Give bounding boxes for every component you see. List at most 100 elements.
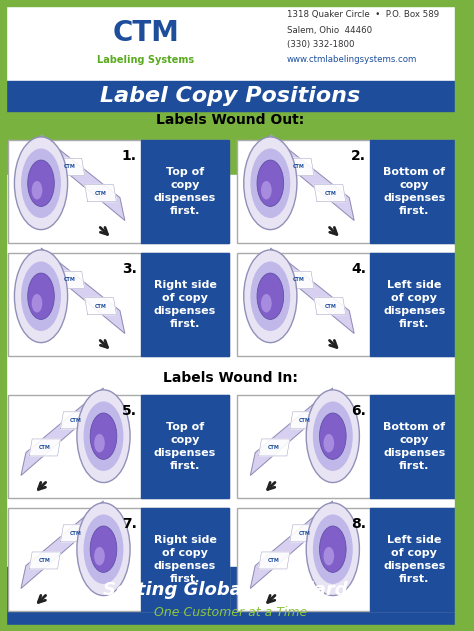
- Text: Top of
copy
dispenses
first.: Top of copy dispenses first.: [154, 167, 216, 216]
- Text: CTM: CTM: [38, 445, 50, 450]
- Polygon shape: [21, 501, 103, 588]
- Ellipse shape: [21, 261, 61, 331]
- Ellipse shape: [261, 294, 272, 312]
- Bar: [8, 253, 229, 356]
- Ellipse shape: [21, 148, 61, 218]
- Ellipse shape: [14, 137, 68, 230]
- Text: CTM: CTM: [64, 277, 75, 282]
- Polygon shape: [271, 135, 354, 220]
- Bar: [141, 508, 229, 611]
- Text: CTM: CTM: [299, 531, 311, 536]
- Text: Right side
of copy
dispenses
first.: Right side of copy dispenses first.: [154, 535, 217, 584]
- Bar: [6, 175, 455, 631]
- Bar: [141, 140, 229, 243]
- Bar: [370, 508, 459, 611]
- Bar: [141, 395, 229, 498]
- Bar: [370, 140, 459, 243]
- Ellipse shape: [313, 401, 353, 471]
- Polygon shape: [53, 158, 84, 175]
- Polygon shape: [250, 388, 333, 475]
- Bar: [6, 6, 455, 80]
- Text: Right side
of copy
dispenses
first.: Right side of copy dispenses first.: [154, 280, 217, 329]
- Ellipse shape: [324, 434, 334, 452]
- Text: CTM: CTM: [268, 558, 280, 563]
- Bar: [237, 395, 459, 498]
- Ellipse shape: [244, 137, 297, 230]
- Bar: [8, 395, 229, 498]
- Text: 6.: 6.: [351, 404, 366, 418]
- Bar: [0, 625, 461, 631]
- Polygon shape: [29, 552, 61, 569]
- Text: Top of
copy
dispenses
first.: Top of copy dispenses first.: [154, 422, 216, 471]
- Bar: [8, 508, 229, 611]
- Text: CTM: CTM: [324, 304, 337, 309]
- Text: 8.: 8.: [351, 517, 366, 531]
- Ellipse shape: [27, 160, 55, 206]
- Polygon shape: [29, 439, 61, 456]
- Polygon shape: [85, 298, 117, 315]
- Text: 5.: 5.: [122, 404, 137, 418]
- Ellipse shape: [83, 514, 123, 584]
- Bar: [0, 0, 6, 631]
- Text: CTM: CTM: [64, 164, 75, 169]
- Polygon shape: [290, 525, 321, 542]
- Ellipse shape: [257, 273, 283, 319]
- Text: Label Copy Positions: Label Copy Positions: [100, 86, 360, 106]
- Ellipse shape: [94, 434, 105, 452]
- Text: CTM: CTM: [112, 19, 179, 47]
- Text: 7.: 7.: [122, 517, 137, 531]
- Text: www.ctmlabelingsystems.com: www.ctmlabelingsystems.com: [287, 56, 417, 64]
- Polygon shape: [53, 271, 84, 288]
- Text: Left side
of copy
dispenses
first.: Left side of copy dispenses first.: [383, 535, 446, 584]
- Bar: [141, 253, 229, 356]
- Polygon shape: [61, 412, 92, 429]
- Text: 1318 Quaker Circle  •  P.O. Box 589: 1318 Quaker Circle • P.O. Box 589: [287, 11, 439, 20]
- Bar: [6, 81, 455, 111]
- Text: CTM: CTM: [38, 558, 50, 563]
- Text: CTM: CTM: [299, 418, 311, 423]
- Ellipse shape: [77, 503, 130, 596]
- Ellipse shape: [32, 294, 42, 312]
- Text: 1.: 1.: [122, 149, 137, 163]
- Ellipse shape: [313, 514, 353, 584]
- Bar: [237, 508, 459, 611]
- Bar: [455, 0, 461, 631]
- Ellipse shape: [244, 250, 297, 343]
- Text: One Customer at a Time: One Customer at a Time: [154, 606, 307, 618]
- Text: CTM: CTM: [70, 531, 82, 536]
- Ellipse shape: [83, 401, 123, 471]
- Ellipse shape: [306, 390, 359, 483]
- Text: CTM: CTM: [95, 191, 107, 196]
- Text: (330) 332-1800: (330) 332-1800: [287, 40, 354, 49]
- Bar: [237, 140, 459, 243]
- Ellipse shape: [257, 160, 283, 206]
- Ellipse shape: [94, 547, 105, 565]
- Text: CTM: CTM: [324, 191, 337, 196]
- Polygon shape: [282, 158, 314, 175]
- Ellipse shape: [77, 390, 130, 483]
- Text: Labeling Systems: Labeling Systems: [97, 55, 194, 65]
- Polygon shape: [21, 388, 103, 475]
- Text: CTM: CTM: [292, 277, 304, 282]
- Text: CTM: CTM: [268, 445, 280, 450]
- Polygon shape: [290, 412, 321, 429]
- Ellipse shape: [306, 503, 359, 596]
- Polygon shape: [314, 185, 346, 201]
- Polygon shape: [85, 185, 117, 201]
- Ellipse shape: [27, 273, 55, 319]
- Ellipse shape: [32, 181, 42, 199]
- Ellipse shape: [324, 547, 334, 565]
- Bar: [370, 253, 459, 356]
- Text: 2.: 2.: [351, 149, 366, 163]
- Ellipse shape: [319, 413, 346, 459]
- Text: Labels Wound In:: Labels Wound In:: [163, 371, 298, 385]
- Text: Bottom of
copy
dispenses
first.: Bottom of copy dispenses first.: [383, 167, 446, 216]
- Text: CTM: CTM: [70, 418, 82, 423]
- Polygon shape: [271, 248, 354, 333]
- Polygon shape: [314, 298, 346, 315]
- Polygon shape: [259, 439, 290, 456]
- Ellipse shape: [90, 526, 117, 572]
- Bar: [8, 140, 229, 243]
- Bar: [370, 395, 459, 498]
- Text: Salem, Ohio  44460: Salem, Ohio 44460: [287, 25, 372, 35]
